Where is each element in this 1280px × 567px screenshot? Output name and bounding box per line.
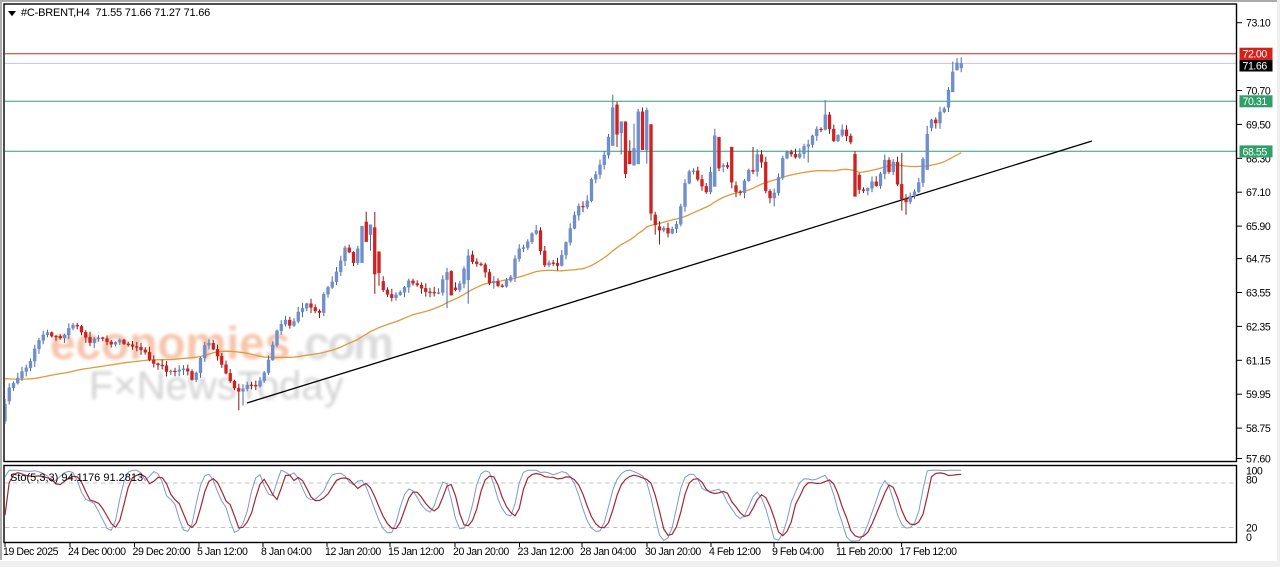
svg-text:4 Feb 12:00: 4 Feb 12:00: [709, 546, 761, 558]
svg-text:28 Jan 04:00: 28 Jan 04:00: [580, 546, 636, 558]
svg-text:62.35: 62.35: [1246, 321, 1271, 333]
svg-text:73.10: 73.10: [1246, 18, 1271, 30]
svg-text:20: 20: [1246, 523, 1257, 535]
svg-text:29 Dec 20:00: 29 Dec 20:00: [133, 546, 191, 558]
svg-text:72.00: 72.00: [1243, 49, 1268, 61]
svg-text:23 Jan 12:00: 23 Jan 12:00: [518, 546, 574, 558]
svg-text:Sto(5,3,3) 94.1176 91.2813: Sto(5,3,3) 94.1176 91.2813: [10, 472, 143, 484]
svg-text:70.31: 70.31: [1243, 96, 1268, 108]
svg-text:65.90: 65.90: [1246, 221, 1271, 233]
svg-text:24 Dec 00:00: 24 Dec 00:00: [68, 546, 126, 558]
svg-text:63.55: 63.55: [1246, 288, 1271, 300]
svg-text:59.95: 59.95: [1246, 389, 1271, 401]
svg-text:30 Jan 20:00: 30 Jan 20:00: [645, 546, 701, 558]
svg-text:12 Jan 20:00: 12 Jan 20:00: [325, 546, 381, 558]
svg-text:67.10: 67.10: [1246, 187, 1271, 199]
svg-text:15 Jan 12:00: 15 Jan 12:00: [388, 546, 444, 558]
svg-text:64.75: 64.75: [1246, 254, 1271, 266]
svg-text:71.66: 71.66: [1243, 60, 1268, 72]
svg-text:.com: .com: [294, 317, 392, 369]
svg-text:61.15: 61.15: [1246, 355, 1271, 367]
svg-text:100: 100: [1246, 466, 1263, 478]
svg-text:8 Jan 04:00: 8 Jan 04:00: [261, 546, 312, 558]
svg-text:0: 0: [1246, 532, 1252, 544]
svg-text:#C-BRENT,H4 71.55 71.66 71.27: #C-BRENT,H4 71.55 71.66 71.27 71.66: [21, 7, 210, 19]
svg-text:economies: economies: [50, 317, 290, 369]
svg-text:80: 80: [1246, 475, 1257, 487]
svg-text:19 Dec 2025: 19 Dec 2025: [3, 546, 59, 558]
svg-text:69.50: 69.50: [1246, 119, 1271, 131]
svg-text:58.75: 58.75: [1246, 423, 1271, 435]
svg-text:57.60: 57.60: [1246, 454, 1271, 466]
svg-text:F×NewsToday: F×NewsToday: [89, 364, 344, 408]
svg-text:17 Feb 12:00: 17 Feb 12:00: [900, 546, 958, 558]
svg-text:9 Feb 04:00: 9 Feb 04:00: [772, 546, 824, 558]
svg-text:20 Jan 20:00: 20 Jan 20:00: [453, 546, 509, 558]
svg-text:11 Feb 20:00: 11 Feb 20:00: [836, 546, 893, 558]
svg-text:5 Jan 12:00: 5 Jan 12:00: [197, 546, 248, 558]
svg-text:68.55: 68.55: [1243, 146, 1268, 158]
svg-text:70.70: 70.70: [1246, 86, 1271, 98]
